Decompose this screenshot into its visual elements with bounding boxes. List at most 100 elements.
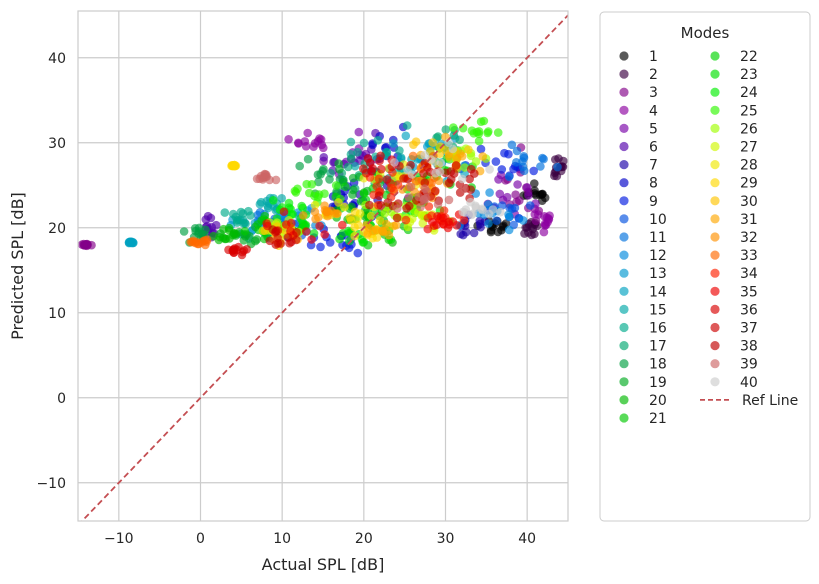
plot-frame <box>77 10 569 522</box>
legend-label: 15 <box>649 302 667 318</box>
point-mode-35 <box>338 220 347 230</box>
legend-label: 37 <box>740 321 758 337</box>
legend-marker <box>619 87 629 97</box>
legend-marker <box>710 322 720 333</box>
point-mode-36 <box>382 175 392 184</box>
point-mode-28 <box>353 214 362 223</box>
legend-marker <box>619 232 629 242</box>
legend-entry-31: 31 <box>710 212 758 228</box>
point-mode-40 <box>485 165 494 174</box>
legend-entry-14: 14 <box>619 284 667 300</box>
point-mode-16 <box>229 209 238 219</box>
point-mode-37 <box>451 161 461 170</box>
legend-marker <box>710 196 720 206</box>
point-mode-11 <box>512 146 522 156</box>
legend-marker <box>710 377 720 387</box>
legend-label: 28 <box>740 158 758 174</box>
legend-entry-27: 27 <box>710 140 758 156</box>
point-mode-9 <box>476 144 486 154</box>
point-mode-10 <box>492 216 501 225</box>
point-mode-9 <box>491 157 501 166</box>
point-mode-19 <box>335 164 344 174</box>
point-mode-4 <box>539 227 549 237</box>
legend-entry-19: 19 <box>619 375 667 391</box>
legend-label: 30 <box>740 194 758 210</box>
point-mode-40 <box>435 167 445 177</box>
point-mode-38 <box>466 185 476 194</box>
point-mode-34 <box>372 182 382 191</box>
point-mode-25 <box>307 180 317 189</box>
legend-label: 35 <box>740 284 758 300</box>
legend-entry-16: 16 <box>619 321 667 337</box>
point-mode-35 <box>438 213 448 223</box>
point-mode-40 <box>448 144 458 154</box>
point-mode-34 <box>374 174 384 184</box>
point-mode-2 <box>551 155 560 164</box>
point-mode-39 <box>406 182 416 192</box>
point-mode-37 <box>273 233 282 243</box>
legend-entry-12: 12 <box>619 248 667 264</box>
point-mode-9 <box>500 148 509 158</box>
point-mode-33 <box>200 236 210 245</box>
x-axis-label: Actual SPL [dB] <box>262 555 385 574</box>
legend-label: 38 <box>740 339 758 355</box>
point-mode-12 <box>518 216 528 225</box>
point-mode-11 <box>518 157 527 166</box>
legend-marker <box>619 268 629 278</box>
point-mode-35 <box>445 220 454 229</box>
legend-label: 4 <box>649 103 658 119</box>
point-mode-39 <box>421 194 431 203</box>
point-mode-3 <box>83 240 92 249</box>
point-mode-15 <box>255 199 265 209</box>
series-37 <box>265 158 461 249</box>
plot-area <box>78 11 568 521</box>
legend-label: 36 <box>740 302 758 318</box>
legend-marker <box>619 304 629 314</box>
legend-label: 11 <box>649 230 667 246</box>
legend-entry-8: 8 <box>619 176 658 192</box>
legend-entry-25: 25 <box>710 103 758 119</box>
legend-label: 24 <box>740 85 758 101</box>
point-mode-37 <box>265 236 275 246</box>
point-mode-4 <box>303 128 313 138</box>
legend-entry-9: 9 <box>619 194 658 210</box>
point-mode-11 <box>553 162 562 172</box>
legend-label: 23 <box>740 67 758 83</box>
legend-entry-26: 26 <box>710 121 758 137</box>
legend-label: 7 <box>649 158 658 174</box>
legend-entry-39: 39 <box>710 357 758 373</box>
point-mode-18 <box>179 227 189 236</box>
legend-label: 9 <box>649 194 658 210</box>
point-mode-35 <box>315 221 324 231</box>
series-36 <box>224 151 404 260</box>
point-mode-40 <box>484 209 494 219</box>
point-mode-28 <box>334 198 343 207</box>
point-mode-17 <box>346 154 356 163</box>
series-4 <box>284 128 554 237</box>
point-mode-31 <box>382 219 391 229</box>
point-mode-33 <box>187 237 197 247</box>
point-mode-12 <box>485 188 494 197</box>
point-mode-37 <box>285 238 294 248</box>
legend-label: 13 <box>649 266 667 282</box>
point-mode-4 <box>543 217 552 227</box>
legend-marker <box>710 141 720 152</box>
point-mode-40 <box>471 203 481 212</box>
legend-entry-40: 40 <box>710 375 758 391</box>
legend-marker <box>710 232 720 242</box>
legend-label: 22 <box>740 49 758 65</box>
legend-label: 3 <box>649 85 658 101</box>
point-mode-19 <box>348 173 358 183</box>
point-mode-25 <box>449 123 458 132</box>
point-mode-18 <box>303 154 313 164</box>
legend-label: 17 <box>649 339 667 355</box>
point-mode-17 <box>441 125 451 134</box>
point-mode-34 <box>393 180 403 189</box>
legend-entry-13: 13 <box>619 266 667 282</box>
point-mode-29 <box>350 207 360 217</box>
point-mode-15 <box>350 161 360 171</box>
point-mode-11 <box>504 172 514 182</box>
legend-label: 12 <box>649 248 667 264</box>
point-mode-28 <box>310 200 320 210</box>
legend-label: 18 <box>649 357 667 373</box>
